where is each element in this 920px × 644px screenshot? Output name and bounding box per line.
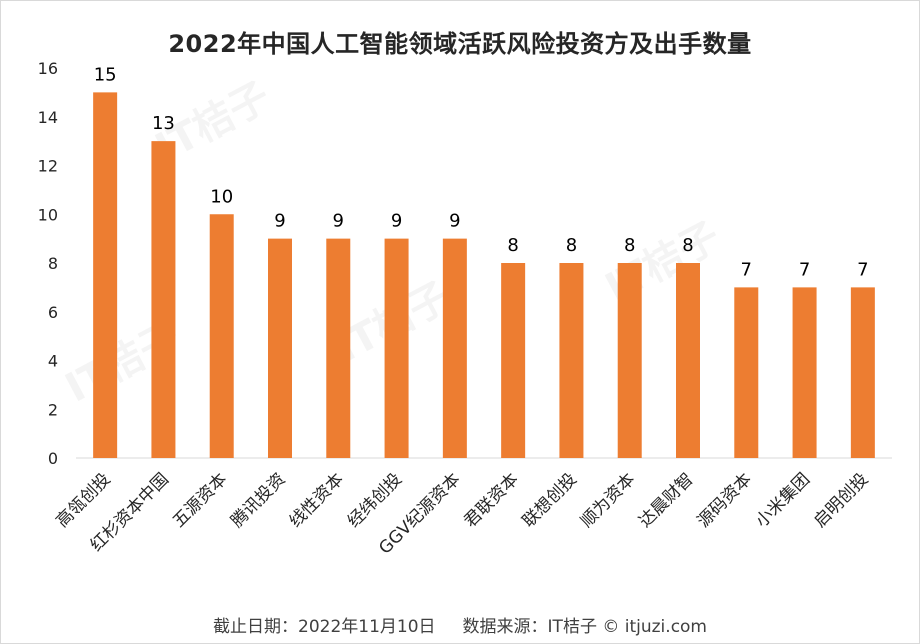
bar [268, 238, 292, 458]
bar [326, 238, 351, 458]
y-tick-label: 8 [48, 254, 58, 273]
data-label: 7 [741, 259, 752, 280]
data-label: 8 [566, 235, 577, 256]
x-tick-label: 启明创投 [810, 469, 872, 531]
footer-note: 截止日期：2022年11月10日 数据来源：IT桔子 © itjuzi.com [213, 617, 707, 637]
data-label: 8 [624, 235, 635, 256]
x-tick-label: 君联资本 [460, 469, 522, 531]
x-tick-label: 五源资本 [169, 469, 231, 531]
data-label: 9 [449, 211, 460, 232]
bar [442, 238, 467, 458]
bar [384, 238, 409, 458]
data-label: 8 [507, 235, 518, 256]
bar [850, 287, 875, 458]
data-label: 9 [333, 211, 344, 232]
x-tick-label: 顺为资本 [577, 469, 639, 531]
data-label: 13 [152, 113, 175, 134]
x-tick-label: 小米集团 [752, 469, 814, 531]
y-tick-label: 2 [48, 400, 58, 419]
y-tick-label: 6 [48, 303, 58, 322]
data-label: 10 [210, 186, 233, 207]
bar [501, 263, 526, 458]
bar [93, 92, 118, 458]
bar [617, 263, 642, 458]
y-tick-label: 12 [38, 157, 58, 176]
bar [559, 263, 584, 458]
x-tick-label: 达晨财智 [635, 469, 697, 531]
data-label: 9 [274, 211, 285, 232]
y-tick-label: 14 [38, 108, 58, 127]
data-label: 7 [857, 259, 868, 280]
x-tick-label: 腾讯投资 [227, 469, 289, 531]
x-tick-label: 联想创投 [519, 469, 581, 531]
y-tick-label: 10 [38, 205, 58, 224]
bar [734, 287, 759, 458]
x-tick-label: 线性资本 [286, 469, 348, 531]
y-tick-label: 0 [48, 449, 58, 468]
y-tick-label: 16 [38, 59, 58, 78]
data-label: 8 [682, 235, 693, 256]
data-label: 9 [391, 211, 402, 232]
chart-title: 2022年中国人工智能领域活跃风险投资方及出手数量 [168, 30, 752, 58]
bar [209, 214, 234, 458]
bar [792, 287, 817, 458]
data-label: 15 [94, 64, 117, 85]
bar [676, 263, 700, 458]
x-tick-label: 源码资本 [694, 469, 756, 531]
bar [151, 141, 176, 458]
data-label: 7 [799, 259, 810, 280]
y-tick-label: 4 [48, 352, 58, 371]
